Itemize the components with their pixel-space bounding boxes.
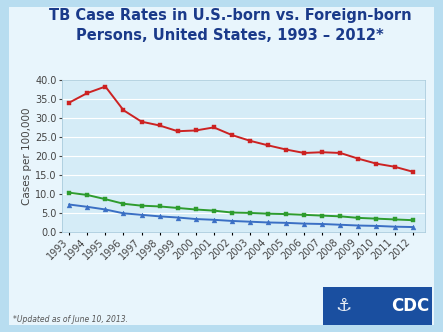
Text: CDC: CDC [391,297,429,315]
Y-axis label: Cases per 100,000: Cases per 100,000 [22,107,32,205]
Legend: U.S. Overall, U.S.-born, Foreign-born: U.S. Overall, U.S.-born, Foreign-born [109,329,379,332]
Text: *Updated as of June 10, 2013.: *Updated as of June 10, 2013. [13,315,128,324]
Text: ⚓: ⚓ [335,296,351,314]
Text: TB Case Rates in U.S.-born vs. Foreign-born
Persons, United States, 1993 – 2012*: TB Case Rates in U.S.-born vs. Foreign-b… [49,8,412,43]
